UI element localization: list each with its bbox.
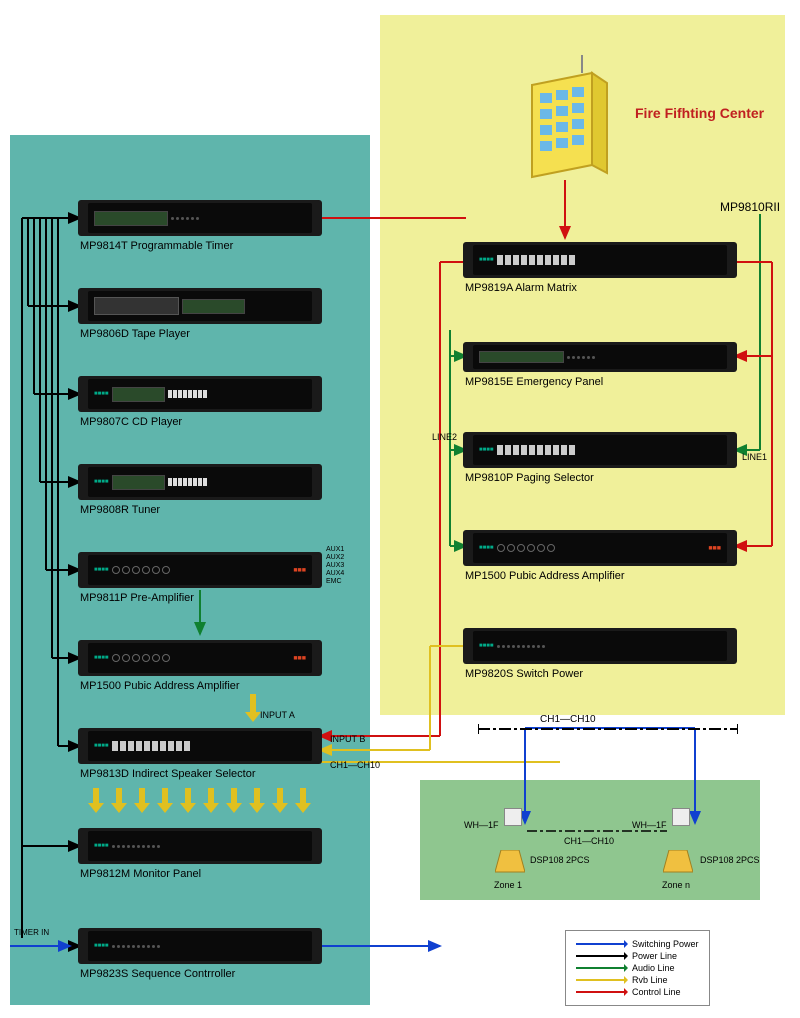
label-paging: MP9810P Paging Selector [465, 472, 594, 484]
device-preamp: ■■■■■■■ [80, 552, 320, 588]
device-emerg [465, 342, 735, 372]
label-seq: MP9823S Sequence Contrroller [80, 968, 235, 980]
label-alarm: MP9819A Alarm Matrix [465, 282, 577, 294]
device-cd: ■■■■ [80, 376, 320, 412]
device-monitor: ■■■■ [80, 828, 320, 864]
label-selector: MP9813D Indirect Speaker Selector [80, 768, 255, 780]
annotation: DSP108 2PCS [530, 855, 590, 865]
wallbox-n [672, 808, 690, 826]
annotation: AUX2 [326, 554, 344, 561]
device-seq: ■■■■ [80, 928, 320, 964]
annotation: INPUT B [330, 734, 365, 744]
device-paging: ■■■■ [465, 432, 735, 468]
annotation: WH—1F [464, 820, 499, 830]
label-monitor: MP9812M Monitor Panel [80, 868, 201, 880]
device-tape [80, 288, 320, 324]
annotation: CH1—CH10 [564, 836, 614, 846]
device-alarm: ■■■■ [465, 242, 735, 278]
annotation: CH1—CH10 [540, 714, 596, 725]
label-preamp: MP9811P Pre-Amplifier [80, 592, 194, 604]
annotation: AUX3 [326, 562, 344, 569]
speaker-zone1 [495, 850, 525, 881]
legend-item: Audio Line [576, 963, 699, 973]
title-fire-center: Fire Fifhting Center [635, 105, 764, 121]
legend-item: Switching Power [576, 939, 699, 949]
label-cd: MP9807C CD Player [80, 416, 182, 428]
legend-box: Switching Power Power Line Audio Line Rvb L… [565, 930, 710, 1006]
annotation: TIMER IN [14, 928, 49, 937]
fire-center-building [522, 55, 602, 165]
device-power: ■■■■ [465, 628, 735, 664]
device-timer [80, 200, 320, 236]
speaker-zonen [663, 850, 693, 881]
annotation: LINE1 [742, 452, 767, 462]
label-emerg: MP9815E Emergency Panel [465, 376, 603, 388]
annotation: DSP108 2PCS [700, 855, 760, 865]
label-power: MP9820S Switch Power [465, 668, 583, 680]
annotation: EMC [326, 578, 342, 585]
label-tape: MP9806D Tape Player [80, 328, 190, 340]
legend-item: Control Line [576, 987, 699, 997]
label-timer: MP9814T Programmable Timer [80, 240, 233, 252]
ch-dashed-top [478, 724, 738, 734]
label-amp1: MP1500 Pubic Address Amplifier [80, 680, 240, 692]
label-amp2: MP1500 Pubic Address Amplifier [465, 570, 625, 582]
wallbox-1 [504, 808, 522, 826]
annotation: CH1—CH10 [330, 760, 380, 770]
device-amp1: ■■■■■■■ [80, 640, 320, 676]
annotation: LINE2 [432, 432, 457, 442]
annotation: AUX4 [326, 570, 344, 577]
yellow-arrows-group [88, 788, 318, 818]
annotation: Zone 1 [494, 880, 522, 890]
device-selector: ■■■■ [80, 728, 320, 764]
device-tuner: ■■■■ [80, 464, 320, 500]
annotation: MP9810RII [720, 200, 780, 214]
annotation: WH—1F [632, 820, 667, 830]
device-amp2: ■■■■■■■ [465, 530, 735, 566]
annotation: AUX1 [326, 546, 344, 553]
yellow-arrow-inputa [245, 694, 261, 724]
annotation: Zone n [662, 880, 690, 890]
legend-item: Rvb Line [576, 975, 699, 985]
label-tuner: MP9808R Tuner [80, 504, 160, 516]
annotation: INPUT A [260, 710, 295, 720]
legend-item: Power Line [576, 951, 699, 961]
